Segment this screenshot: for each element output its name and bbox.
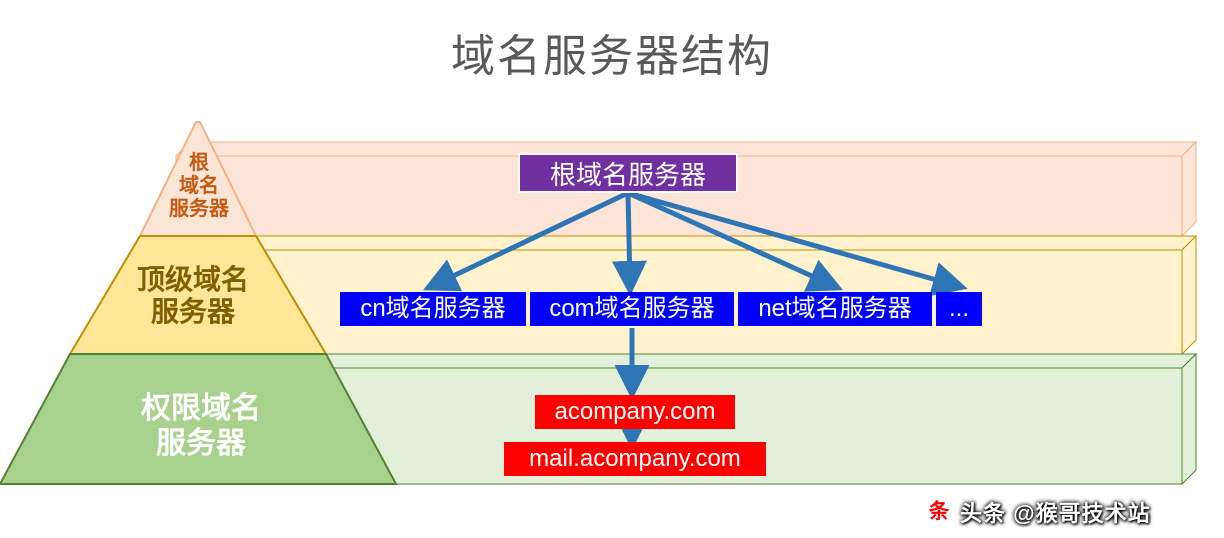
node-cn-server: cn域名服务器 bbox=[340, 292, 526, 326]
watermark-logo: 条 bbox=[922, 492, 956, 526]
node-acompany: acompany.com bbox=[535, 395, 735, 429]
pyramid-label-root: 根 域名 服务器 bbox=[154, 152, 244, 221]
node-more: ... bbox=[936, 292, 982, 326]
watermark-text: 头条 @猴哥技术站 bbox=[960, 496, 1151, 528]
diagram-title: 域名服务器结构 bbox=[0, 20, 1224, 84]
node-mail: mail.acompany.com bbox=[504, 442, 766, 476]
pyramid-label-tld: 顶级域名 服务器 bbox=[108, 264, 278, 328]
node-com-server: com域名服务器 bbox=[530, 292, 734, 326]
node-root-server: 根域名服务器 bbox=[518, 153, 738, 193]
node-net-server: net域名服务器 bbox=[738, 292, 932, 326]
pyramid-label-auth: 权限域名 服务器 bbox=[106, 392, 296, 461]
